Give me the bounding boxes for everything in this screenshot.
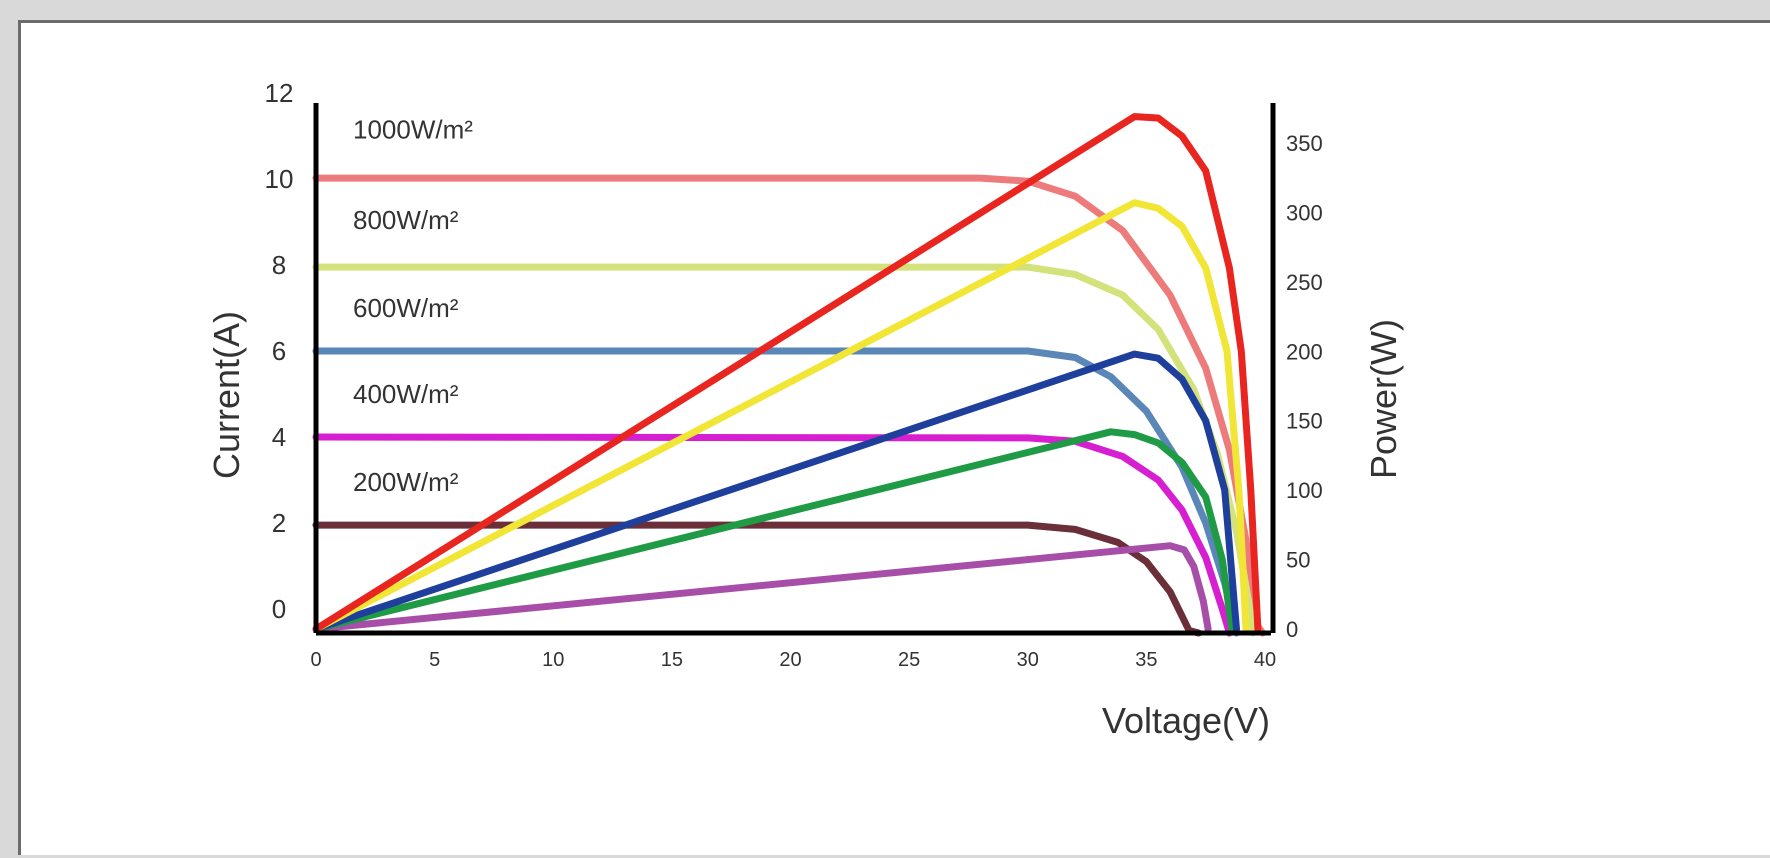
x-tick-label: 40 [1254, 649, 1276, 671]
x-tick-label: 0 [310, 649, 321, 671]
y-tick-label: 8 [272, 250, 286, 280]
y2-tick-label: 100 [1286, 478, 1323, 503]
x-tick-label: 10 [542, 649, 564, 671]
x-tick-label: 35 [1135, 649, 1157, 671]
irradiance-label-3: 400W/m² [353, 379, 459, 409]
current-curve-0 [312, 174, 1267, 637]
y2-tick-label: 250 [1286, 270, 1323, 295]
x-tick-label: 20 [779, 649, 801, 671]
y-tick-label: 10 [265, 164, 294, 194]
y-tick-label: 0 [272, 594, 286, 624]
current-curve-3 [312, 433, 1233, 637]
power-curve-2 [312, 350, 1240, 633]
y2-tick-label: 50 [1286, 548, 1310, 573]
current-curve-2 [312, 347, 1240, 637]
y2-axis-label: Power(W) [1363, 319, 1404, 479]
y2-tick-label: 200 [1286, 339, 1323, 364]
axes [313, 103, 1276, 636]
y2-tick-label: 150 [1286, 409, 1323, 434]
chart-frame: 0 5 10 15 20 25 30 35 40 0 2 4 6 8 10 12 0 50 100 150 200 250… [18, 20, 1770, 855]
tick-labels: 0 5 10 15 20 25 30 35 40 0 2 4 6 8 10 12 0 50 100 150 200 250… [265, 78, 1323, 671]
iv-pv-chart: 0 5 10 15 20 25 30 35 40 0 2 4 6 8 10 12 0 50 100 150 200 250… [206, 78, 1404, 741]
x-tick-label: 5 [429, 649, 440, 671]
x-tick-label: 15 [661, 649, 683, 671]
irradiance-labels: 1000W/m² 800W/m² 600W/m² 400W/m² 200W/m² [353, 115, 473, 498]
power-curve-3 [312, 428, 1236, 633]
power-curves [312, 113, 1262, 633]
y2-tick-label: 350 [1286, 131, 1323, 156]
x-tick-label: 25 [898, 649, 920, 671]
y-tick-label: 12 [265, 78, 294, 108]
y2-tick-label: 0 [1286, 617, 1298, 642]
irradiance-label-4: 200W/m² [353, 467, 459, 497]
y-axis-label: Current(A) [206, 311, 247, 479]
irradiance-label-1: 800W/m² [353, 205, 459, 235]
x-tick-label: 30 [1017, 649, 1039, 671]
power-curve-1 [312, 199, 1250, 633]
x-axis-label: Voltage(V) [1102, 700, 1270, 741]
irradiance-label-2: 600W/m² [353, 293, 459, 323]
y-tick-label: 2 [272, 508, 286, 538]
y2-tick-label: 300 [1286, 200, 1323, 225]
irradiance-label-0: 1000W/m² [353, 115, 473, 145]
power-curve-4 [312, 542, 1212, 633]
y-tick-label: 4 [272, 422, 286, 452]
y-tick-label: 6 [272, 336, 286, 366]
power-curve-0 [312, 113, 1262, 633]
